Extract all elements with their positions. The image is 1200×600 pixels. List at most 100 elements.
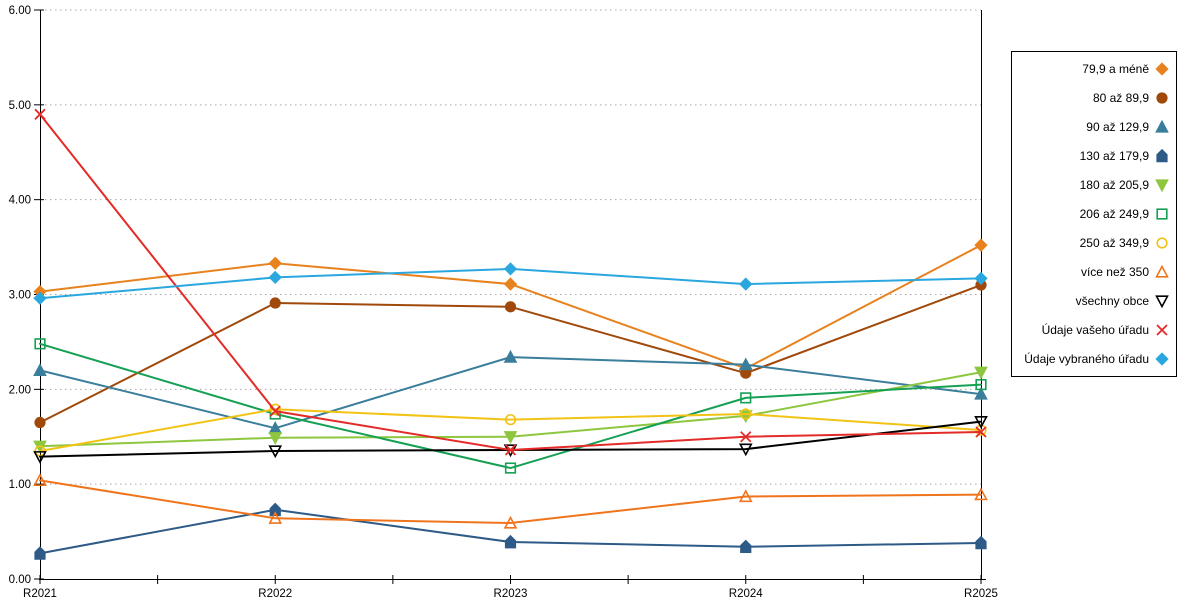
triangle-up-marker-icon (268, 511, 283, 524)
diamond-marker-icon (33, 291, 47, 305)
pentagon-marker-icon (740, 539, 752, 554)
y-tick-label: 0.00 (9, 574, 31, 586)
legend-label: 80 až 89,9 (1092, 90, 1149, 105)
y-tick-label: 2.00 (9, 384, 31, 396)
series-line (39, 479, 982, 525)
square-marker-icon (975, 378, 987, 391)
diamond-marker-icon (1155, 61, 1169, 76)
x-marker-icon (1156, 324, 1168, 336)
triangle-down-marker-icon (974, 415, 988, 429)
triangle-down-marker-icon (268, 445, 283, 459)
x-marker-icon (740, 431, 752, 443)
triangle-up-marker-icon (503, 515, 518, 529)
legend-label: Údaje vybraného úřadu (1024, 352, 1149, 367)
legend-label: 130 až 179,9 (1079, 148, 1149, 163)
triangle-down-marker-icon (1155, 295, 1169, 309)
circle-marker-icon (1156, 92, 1168, 104)
triangle-up-legend-marker-icon (1154, 119, 1170, 135)
circle-marker-icon (504, 301, 517, 313)
x-tick-label: R2022 (258, 588, 292, 600)
diamond-legend-marker-icon (1154, 351, 1170, 367)
series-line (39, 342, 982, 470)
x-marker-icon (504, 444, 517, 456)
legend-item: více než 350 (1012, 264, 1176, 280)
y-tick-label: 5.00 (9, 100, 31, 112)
y-tick-label: 6.00 (9, 5, 31, 17)
x-tick-label: R2025 (964, 588, 998, 600)
legend-label: Údaje vašeho úřadu (1041, 323, 1149, 338)
circle-legend-marker-icon (1154, 235, 1170, 251)
legend-item: 250 až 349,9 (1012, 235, 1176, 251)
y-tick-label: 4.00 (9, 195, 31, 207)
triangle-down-marker-icon (738, 443, 753, 457)
circle-marker-icon (269, 403, 281, 415)
diamond-marker-icon (503, 277, 518, 291)
series-1 (34, 279, 987, 429)
triangle-down-marker-icon (268, 432, 283, 445)
series-9 (34, 108, 987, 456)
circle-marker-icon (975, 424, 987, 436)
triangle-up-marker-icon (33, 363, 47, 376)
pentagon-marker-icon (1156, 148, 1168, 163)
circle-marker-icon (1156, 237, 1168, 249)
triangle-up-marker-icon (33, 473, 47, 486)
legend-label: 206 až 249,9 (1079, 206, 1149, 221)
pentagon-marker-icon (975, 535, 987, 550)
diamond-marker-icon (1155, 352, 1169, 366)
series-3 (34, 502, 987, 560)
circle-marker-icon (34, 416, 46, 429)
circle-legend-marker-icon (1154, 90, 1170, 106)
square-marker-icon (34, 338, 46, 350)
x-marker-icon (975, 426, 987, 438)
legend-item: 79,9 a méně (1012, 61, 1176, 77)
legend-label: 180 až 205,9 (1079, 177, 1149, 192)
series-line (39, 408, 982, 452)
y-tick-label: 1.00 (9, 479, 31, 491)
pentagon-legend-marker-icon (1154, 148, 1170, 164)
x-tick-label: R2023 (494, 588, 528, 600)
legend-item: 206 až 249,9 (1012, 206, 1176, 222)
triangle-up-marker-icon (1155, 264, 1169, 278)
legend: 79,9 a méně 80 až 89,9 90 až 129,9 130 až 1… (1011, 51, 1177, 377)
x-legend-marker-icon (1154, 322, 1170, 338)
x-tick-label: R2024 (729, 588, 763, 600)
triangle-down-marker-icon (1155, 179, 1169, 193)
triangle-up-marker-icon (974, 386, 988, 400)
legend-label: všechny obce (1075, 294, 1149, 309)
circle-marker-icon (269, 297, 281, 309)
square-marker-icon (740, 392, 752, 404)
triangle-down-legend-marker-icon (1154, 177, 1170, 193)
triangle-up-marker-icon (738, 357, 753, 371)
legend-label: 250 až 349,9 (1079, 236, 1149, 250)
legend-item: 180 až 205,9 (1012, 177, 1176, 193)
triangle-down-marker-icon (974, 366, 988, 380)
square-marker-icon (1156, 208, 1168, 220)
triangle-down-marker-icon (503, 431, 518, 444)
pentagon-marker-icon (34, 546, 46, 560)
legend-item: Údaje vybraného úřadu (1012, 351, 1176, 367)
triangle-down-legend-marker-icon (1154, 293, 1170, 309)
triangle-up-marker-icon (503, 349, 518, 363)
diamond-marker-icon (268, 270, 282, 285)
series-4 (33, 366, 988, 454)
pentagon-marker-icon (269, 502, 281, 517)
diamond-marker-icon (503, 262, 518, 276)
legend-label: 90 až 129,9 (1086, 119, 1149, 134)
legend-item: 80 až 89,9 (1012, 90, 1176, 106)
legend-label: 79,9 a méně (1082, 61, 1149, 76)
legend-item: 90 až 129,9 (1012, 119, 1176, 135)
triangle-up-legend-marker-icon (1154, 264, 1170, 280)
circle-marker-icon (740, 408, 752, 420)
legend-item: Údaje vašeho úřadu (1012, 322, 1176, 338)
x-marker-icon (34, 108, 46, 120)
diamond-marker-icon (268, 256, 282, 270)
square-legend-marker-icon (1154, 206, 1170, 222)
square-marker-icon (504, 462, 517, 474)
legend-item: všechny obce (1012, 293, 1176, 309)
series-7 (33, 473, 988, 529)
diamond-marker-icon (974, 271, 988, 286)
triangle-up-marker-icon (974, 487, 988, 501)
series-6 (34, 403, 987, 457)
